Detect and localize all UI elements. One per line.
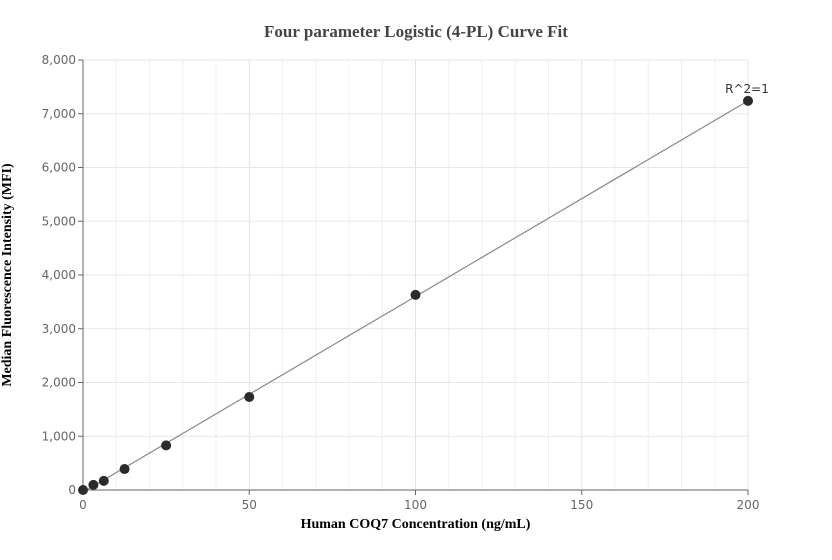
y-tick-label: 8,000 <box>42 53 76 67</box>
data-point <box>98 475 109 486</box>
y-tick-label: 5,000 <box>42 214 76 228</box>
r-squared-annotation: R^2=1 <box>725 82 769 96</box>
chart-title: Four parameter Logistic (4-PL) Curve Fit <box>264 22 568 41</box>
data-point <box>161 440 172 451</box>
data-point <box>119 464 130 475</box>
x-tick-label: 200 <box>737 498 760 512</box>
data-point <box>244 392 255 403</box>
gridlines <box>83 59 749 490</box>
data-point <box>88 479 99 490</box>
x-tick-label: 50 <box>242 498 257 512</box>
data-point <box>743 95 753 106</box>
y-tick-label: 3,000 <box>42 322 76 336</box>
x-tick-label: 100 <box>404 498 427 512</box>
y-tick-label: 4,000 <box>42 268 76 282</box>
data-point <box>78 485 88 495</box>
y-tick-label: 7,000 <box>42 107 76 121</box>
tick-labels: 0 1,000 2,000 3,000 4,000 5,000 6,000 7,000 8,00… <box>42 53 760 512</box>
x-tick-label: 150 <box>570 498 593 512</box>
x-axis-label: Human COQ7 Concentration (ng/mL) <box>300 517 531 532</box>
data-point <box>410 289 421 300</box>
x-tick-label: 0 <box>79 498 87 512</box>
y-tick-label: 1,000 <box>42 429 76 443</box>
y-tick-label: 6,000 <box>42 161 76 175</box>
y-tick-label: 0 <box>68 483 76 497</box>
y-tick-label: 2,000 <box>42 376 76 390</box>
axes <box>78 59 749 495</box>
data-points <box>78 95 753 495</box>
